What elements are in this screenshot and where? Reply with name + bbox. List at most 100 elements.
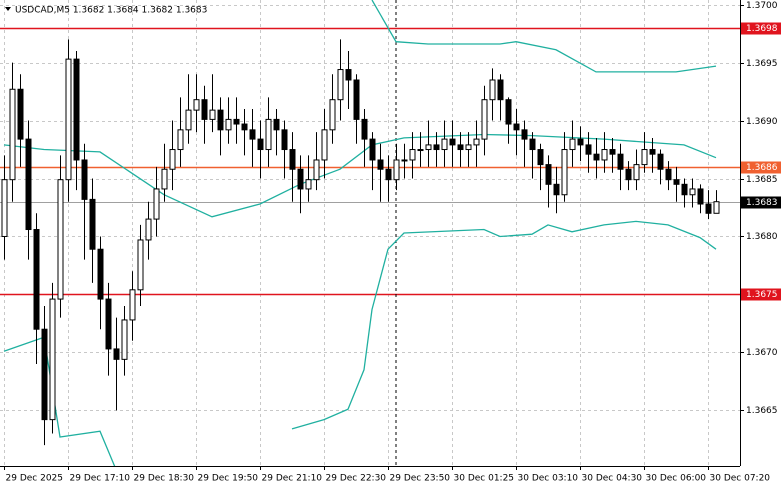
candle-body: [313, 159, 320, 181]
candle-body: [697, 188, 704, 205]
candle-body: [233, 118, 240, 125]
x-tick-label: 29 Dec 17:10: [70, 474, 131, 484]
candle-body: [97, 248, 104, 300]
candle-body: [217, 109, 224, 131]
candle-body: [81, 159, 88, 200]
y-tick-label: 1.3665: [746, 406, 778, 416]
candle-body: [553, 183, 560, 196]
candle-body: [353, 79, 360, 120]
candle-body: [457, 144, 464, 151]
candle-body: [505, 99, 512, 125]
x-tick-label: 29 Dec 18:30: [134, 474, 195, 484]
candle-body: [681, 183, 688, 196]
x-tick-label: 30 Dec 07:20: [710, 474, 771, 484]
candle-body: [617, 153, 624, 170]
candle-body: [361, 118, 368, 140]
candle-body: [169, 149, 176, 170]
candle-body: [49, 298, 56, 421]
candle-body: [121, 319, 128, 360]
y-tick-label: 1.3690: [746, 117, 778, 127]
candle-body: [249, 129, 256, 140]
candle-body: [601, 149, 608, 161]
candle-body: [521, 129, 528, 140]
candle-body: [209, 109, 216, 120]
candle-body: [257, 138, 264, 151]
candle-body: [585, 144, 592, 155]
y-tick-label: 1.3680: [746, 232, 778, 242]
candle-body: [297, 168, 304, 190]
candle-body: [153, 188, 160, 220]
candle-body: [377, 159, 384, 170]
y-tick-label: 1.3700: [746, 1, 778, 11]
level-label-box: [741, 288, 781, 301]
candle-body: [33, 229, 40, 330]
candle-body: [577, 138, 584, 146]
candle-body: [569, 138, 576, 151]
y-tick-label: 1.3685: [746, 175, 778, 185]
candle-body: [105, 298, 112, 350]
candle-body: [625, 168, 632, 181]
candles: [1, 39, 720, 446]
candle-body: [41, 328, 48, 421]
candle-body: [665, 168, 672, 181]
candle-body: [401, 159, 408, 162]
candle-body: [633, 164, 640, 181]
candle-body: [193, 99, 200, 111]
x-tick-label: 29 Dec 23:50: [390, 474, 451, 484]
x-tick-label: 30 Dec 03:10: [518, 474, 579, 484]
x-tick-label: 30 Dec 01:25: [454, 474, 515, 484]
candle-body: [649, 149, 656, 155]
x-tick-label: 29 Dec 22:30: [326, 474, 387, 484]
chart-title: USDCAD,M5 1.3682 1.3684 1.3682 1.3683: [15, 6, 207, 16]
candle-body: [433, 144, 440, 151]
candle-body: [201, 99, 208, 120]
candle-body: [689, 188, 696, 196]
candle-body: [281, 129, 288, 151]
candle-body: [137, 239, 144, 291]
candle-body: [185, 109, 192, 131]
candle-body: [409, 149, 416, 161]
bollinger-band: [371, 0, 717, 73]
candle-body: [673, 179, 680, 185]
candle-body: [449, 138, 456, 146]
current-price-label: 1.3683: [746, 198, 778, 208]
candle-body: [241, 123, 248, 131]
candle-body: [65, 58, 72, 181]
candle-body: [417, 149, 424, 152]
candle-body: [265, 118, 272, 151]
candle-body: [345, 69, 352, 81]
candle-body: [465, 144, 472, 151]
candle-body: [657, 153, 664, 170]
x-tick-label: 30 Dec 06:00: [646, 474, 707, 484]
candle-body: [593, 153, 600, 161]
menu-triangle: [5, 7, 11, 11]
candle-body: [561, 149, 568, 196]
level-label-box: [741, 161, 781, 174]
candle-body: [705, 203, 712, 214]
candle-body: [113, 348, 120, 360]
x-tick-label: 29 Dec 21:10: [262, 474, 323, 484]
axes: 1.3700 1.3695 1.3690 1.3685 1.3680 1.3670 1.36…: [4, 1, 781, 484]
candle-body: [713, 201, 720, 214]
level-label-box: [741, 22, 781, 35]
candle-body: [321, 129, 328, 161]
candle-body: [337, 69, 344, 101]
candle-body: [481, 99, 488, 140]
candle-body: [129, 289, 136, 321]
candle-body: [57, 179, 64, 300]
candle-body: [25, 138, 32, 231]
candle-body: [289, 149, 296, 170]
candle-body: [369, 138, 376, 161]
bollinger-band: [3, 220, 717, 466]
candle-body: [425, 144, 432, 151]
candle-body: [489, 79, 496, 101]
candle-body: [529, 138, 536, 151]
level-label: 1.3686: [746, 163, 778, 173]
candle-body: [73, 58, 80, 161]
candle-body: [641, 149, 648, 166]
candle-body: [609, 149, 616, 155]
candle-body: [225, 118, 232, 131]
candle-body: [497, 79, 504, 101]
